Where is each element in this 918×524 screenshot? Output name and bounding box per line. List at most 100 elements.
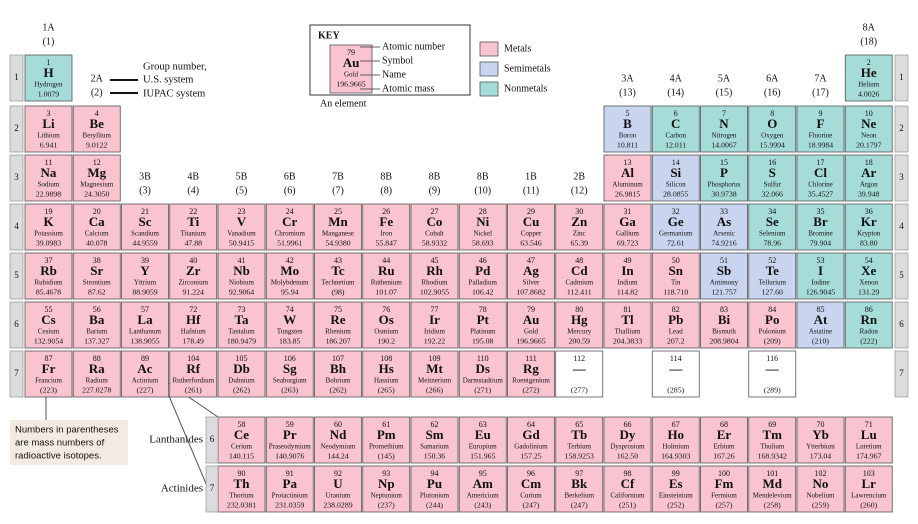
atomic-number: 6 [674,109,678,118]
element-cell [796,301,845,349]
element-name: Aluminum [612,181,643,189]
element-name: Seaborgium [273,377,307,385]
symbol: C [671,116,680,131]
atomic-number: 97 [575,469,583,478]
group-iupac: (2) [91,87,103,98]
key-label: Symbol [382,55,413,66]
group-iupac: (11) [523,185,539,196]
atomic-mass: (223) [40,385,57,394]
atomic-number: 10 [865,109,873,118]
element-cell [24,350,73,398]
symbol: — [765,361,780,376]
element-name: Lithium [37,132,60,140]
atomic-mass: 183.85 [279,336,301,345]
period-label: 3 [14,172,19,182]
element-cell [72,203,121,251]
element-name: Niobium [229,279,254,287]
atomic-number: 116 [766,354,778,363]
atomic-mass: 157.25 [520,451,542,460]
period-label: 7 [14,368,19,378]
atomic-mass: 131.29 [858,287,880,296]
element-cell [748,154,797,202]
symbol: Mg [87,165,106,180]
atomic-mass: 12.011 [665,140,686,149]
atomic-number: 51 [720,256,728,265]
element-name: Nitrogen [712,132,737,140]
element-cell [603,154,652,202]
symbol: Na [41,165,57,180]
atomic-number: 55 [45,305,53,314]
element-cell [700,252,748,300]
element-cell [217,252,266,300]
period-box [894,154,909,202]
element-cell [796,465,845,513]
symbol: Ga [619,214,636,229]
symbol: Zn [571,214,588,229]
atomic-number: 29 [527,207,535,216]
atomic-number: 39 [141,256,149,265]
atomic-mass: (209) [764,336,781,345]
atomic-mass: 173.04 [810,451,832,460]
element-cell [555,203,604,251]
atomic-mass: 168.9342 [758,451,787,460]
atomic-mass: 35.4527 [808,189,833,198]
atomic-mass: 150.36 [424,451,446,460]
atomic-mass: 107.8682 [516,287,545,296]
symbol: Ge [668,214,684,229]
period-box [205,416,219,464]
element-name: Cadmium [565,279,593,287]
element-name: Europium [469,443,498,451]
atomic-mass: (257) [716,500,733,509]
period-box [9,105,24,153]
element-name: Copper [521,230,542,238]
atomic-mass: 85.4678 [36,287,61,296]
period-box [894,54,909,102]
element-name: Fluorine [809,132,833,140]
atomic-mass: 174.967 [856,451,881,460]
element-cell [796,154,845,202]
symbol: Rb [40,263,57,278]
element-name: Boron [619,132,637,140]
element-cell [410,252,459,300]
atomic-number: 13 [624,158,632,167]
atomic-number: 24 [286,207,294,216]
atomic-mass: 231.0359 [275,500,304,509]
atomic-mass: (266) [426,385,443,394]
atomic-number: 33 [720,207,728,216]
atomic-mass: (272) [523,385,540,394]
group-us: 5B [236,171,248,182]
symbol: U [333,476,343,491]
symbol: Th [234,476,251,491]
symbol: Si [670,165,681,180]
element-cell [217,203,266,251]
symbol: In [621,263,634,278]
element-name: Carbon [665,132,686,140]
atomic-number: 101 [766,469,778,478]
element-cell [700,301,748,349]
symbol: Se [766,214,779,229]
atomic-mass: 162.50 [617,451,639,460]
group-iupac: (7) [332,185,344,196]
atomic-mass: 91.224 [183,287,205,296]
element-cell [314,350,362,398]
element-cell [314,465,362,513]
element-cell [507,416,555,464]
symbol: Gd [522,427,540,442]
atomic-number: 46 [479,256,487,265]
atomic-mass: (289) [764,385,781,394]
symbol: Pb [668,312,683,327]
symbol: Br [813,214,828,229]
symbol: Lr [862,476,877,491]
group-us: 2B [573,171,585,182]
symbol: Au [343,55,360,70]
element-cell [217,465,266,513]
element-cell [410,301,459,349]
symbol: Xe [861,263,876,278]
atomic-number: 52 [768,256,776,265]
atomic-mass: (227) [137,385,154,394]
atomic-mass: (252) [667,500,684,509]
atomic-mass: 20.1797 [856,140,881,149]
key-caption: An element [320,98,367,109]
symbol: Rn [860,312,877,327]
period-box [894,350,909,398]
